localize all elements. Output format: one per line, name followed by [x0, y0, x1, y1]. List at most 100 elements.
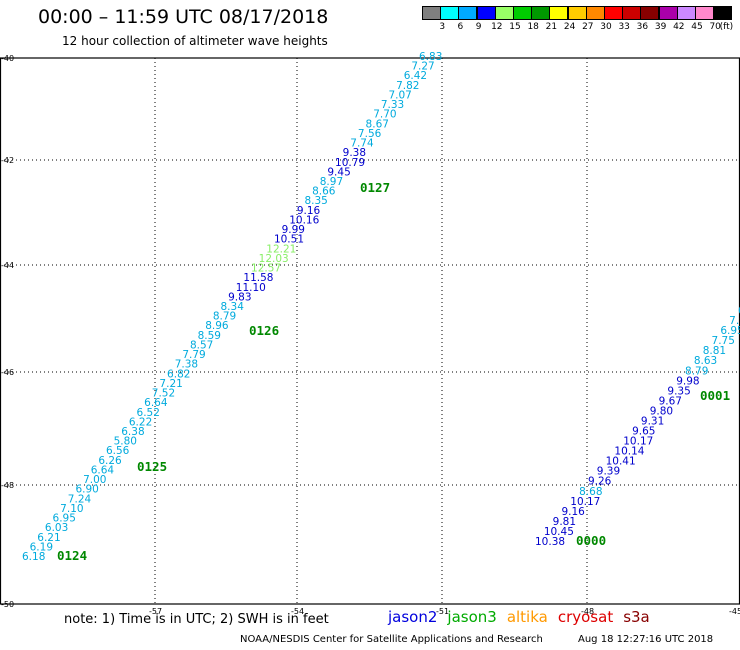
wave-height-value: 9.83 [228, 291, 251, 303]
colorbar-label: 30 [600, 22, 612, 32]
wave-height-value: 8.34 [221, 301, 245, 313]
longitude-label: -57 [149, 607, 162, 616]
wave-height-value: 7.75 [712, 335, 735, 347]
wave-height-value: 9.38 [343, 147, 366, 159]
wave-height-value: 8.66 [312, 186, 336, 198]
map-title: 00:00 – 11:59 UTC 08/17/2018 [38, 6, 329, 28]
latitude-label: -44 [1, 261, 14, 270]
colorbar-unit: (ft) [719, 22, 734, 32]
wave-height-value: 6.26 [98, 455, 122, 467]
wave-height-value: 6.95 [720, 325, 740, 337]
wave-height-value: 10.17 [623, 436, 653, 448]
colorbar-label: 45 [691, 22, 703, 32]
wave-height-value: 9.99 [282, 224, 305, 236]
wave-height-value: 7.82 [396, 80, 419, 92]
wave-height-value: 12.57 [251, 263, 281, 275]
wave-height-value: 9.80 [650, 405, 673, 417]
wave-height-value: 8.35 [304, 195, 327, 207]
colorbar-label: 6 [457, 22, 464, 32]
satellite-tracks: 6.837.276.427.827.077.337.708.677.567.74… [22, 51, 740, 563]
wave-height-value: 9.35 [667, 385, 690, 397]
colorbar-label: 3 [439, 22, 446, 32]
wave-height-value: 6.19 [30, 541, 53, 553]
longitude-label: -48 [581, 607, 594, 616]
wave-height-value: 8.81 [703, 345, 726, 357]
wave-height-value: 6.64 [91, 464, 115, 476]
wave-height-value: 6.38 [121, 426, 144, 438]
wave-height-value: 8.68 [579, 486, 602, 498]
pass-time-label: 0000 [576, 533, 606, 548]
latitude-label: -48 [1, 481, 14, 490]
latitude-label: -50 [1, 600, 14, 609]
legend-item-jason2: jason2 [388, 608, 438, 626]
wave-height-value: 10.38 [535, 536, 565, 548]
longitude-label: -45 [729, 607, 740, 616]
pass-time-label: 0001 [700, 388, 730, 403]
wave-height-value: 7.74 [350, 138, 374, 150]
colorbar-label: 18 [527, 22, 539, 32]
map-subtitle: 12 hour collection of altimeter wave hei… [62, 34, 328, 48]
pass-time-label: 0127 [360, 180, 390, 195]
wave-height-value: 6.03 [45, 522, 68, 534]
graticule-labels: -40 -42 -44 -46 -48 -50 -57 -54 -51 -48 -45 [1, 54, 740, 616]
footer-note: note: 1) Time is in UTC; 2) SWH is in fe… [64, 612, 329, 627]
wave-height-value: 8.67 [366, 118, 389, 130]
wave-height-value: 6.95 [53, 513, 76, 525]
wave-height-value: 9.31 [641, 415, 664, 427]
legend-item-cryosat: cryosat [557, 608, 614, 626]
wave-height-value: 9.16 [561, 506, 585, 518]
wave-height-value: 6.21 [37, 532, 60, 544]
colorbar-label: 33 [618, 22, 630, 32]
wave-height-value: 12.21 [266, 243, 296, 255]
wave-height-value: 10.16 [289, 214, 319, 226]
wave-height-value: 9.98 [676, 375, 699, 387]
track-west: 6.837.276.427.827.077.337.708.677.567.74… [22, 51, 442, 563]
longitude-label: -54 [291, 607, 304, 616]
wave-height-value: 10.79 [335, 157, 365, 169]
wave-height-value: 5.80 [114, 436, 137, 448]
wave-height-value: 7.98 [729, 315, 740, 327]
wave-height-value: 6.18 [22, 551, 45, 563]
wave-height-value: 6.82 [167, 368, 190, 380]
wave-height-value: 6.64 [144, 397, 168, 409]
pass-time-label: 0124 [57, 548, 87, 563]
wave-height-value: 7.10 [60, 503, 83, 515]
colorbar-swatch [713, 6, 733, 20]
wave-height-value: 9.16 [297, 205, 321, 217]
wave-height-value: 6.42 [404, 70, 427, 82]
wave-height-value: 11.10 [236, 282, 266, 294]
latitude-label: -46 [1, 368, 14, 377]
wave-height-value: 10.14 [614, 446, 644, 458]
colorbar-label: 42 [673, 22, 685, 32]
wave-height-value: 7.33 [381, 99, 404, 111]
wave-height-value: 6.56 [106, 445, 130, 457]
pass-time-label: 0126 [249, 323, 279, 338]
wave-height-value: 7.52 [152, 388, 175, 400]
colorbar-label: 36 [636, 22, 649, 32]
wave-height-value: 9.65 [632, 426, 655, 438]
graticule [0, 58, 740, 604]
wave-height-value: 8.59 [198, 330, 221, 342]
wave-height-value: 12.03 [259, 253, 289, 265]
track-east: 6.7.986.957.758.818.638.799.989.359.679.… [535, 305, 740, 548]
wave-height-value: 6.22 [129, 416, 152, 428]
wave-height-value: 8.79 [213, 311, 236, 323]
satellite-legend: jason2 jason3 altika cryosat s3a [388, 608, 660, 626]
wave-height-value: 6.52 [137, 407, 160, 419]
wave-height-value: 10.17 [570, 496, 600, 508]
wave-height-value: 7.56 [358, 128, 382, 140]
wave-height-value: 7.21 [159, 378, 182, 390]
latitude-label: -40 [1, 54, 14, 63]
wave-height-value: 8.79 [685, 365, 708, 377]
wave-height-value: 6.90 [75, 484, 98, 496]
wave-height-value: 8.63 [694, 355, 717, 367]
wave-height-value: 10.51 [274, 234, 304, 246]
generation-timestamp: Aug 18 12:27:16 UTC 2018 [578, 634, 714, 645]
legend-item-jason3: jason3 [447, 608, 497, 626]
wave-height-value: 7.38 [175, 359, 198, 371]
wave-height-value: 7.00 [83, 474, 106, 486]
wave-height-value: 9.26 [588, 476, 612, 488]
wave-height-value: 7.07 [388, 89, 411, 101]
wave-height-value: 10.45 [544, 526, 574, 538]
